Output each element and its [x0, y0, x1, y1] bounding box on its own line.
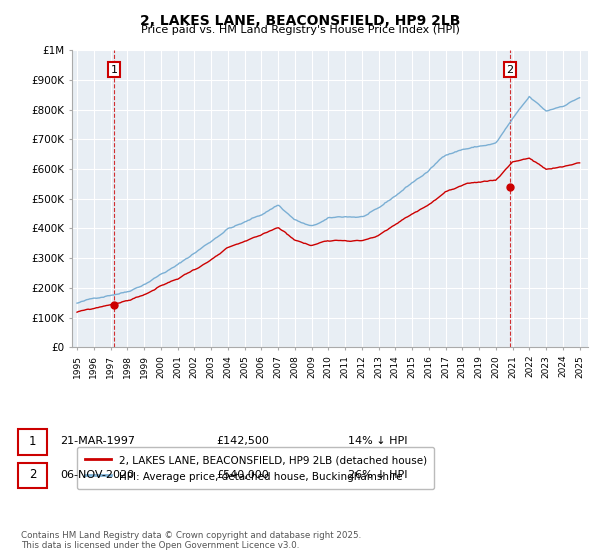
Text: Contains HM Land Registry data © Crown copyright and database right 2025.
This d: Contains HM Land Registry data © Crown c… — [21, 531, 361, 550]
Text: Price paid vs. HM Land Registry's House Price Index (HPI): Price paid vs. HM Land Registry's House … — [140, 25, 460, 35]
Text: £142,500: £142,500 — [216, 436, 269, 446]
Text: 2: 2 — [29, 468, 36, 482]
Text: 06-NOV-2020: 06-NOV-2020 — [60, 470, 134, 480]
Text: 2, LAKES LANE, BEACONSFIELD, HP9 2LB: 2, LAKES LANE, BEACONSFIELD, HP9 2LB — [140, 14, 460, 28]
Legend: 2, LAKES LANE, BEACONSFIELD, HP9 2LB (detached house), HPI: Average price, detac: 2, LAKES LANE, BEACONSFIELD, HP9 2LB (de… — [77, 447, 434, 489]
Text: 26% ↓ HPI: 26% ↓ HPI — [348, 470, 407, 480]
Text: £540,000: £540,000 — [216, 470, 269, 480]
Text: 21-MAR-1997: 21-MAR-1997 — [60, 436, 135, 446]
Text: 1: 1 — [111, 65, 118, 74]
Text: 2: 2 — [506, 65, 514, 74]
Text: 1: 1 — [29, 435, 36, 448]
Text: 14% ↓ HPI: 14% ↓ HPI — [348, 436, 407, 446]
